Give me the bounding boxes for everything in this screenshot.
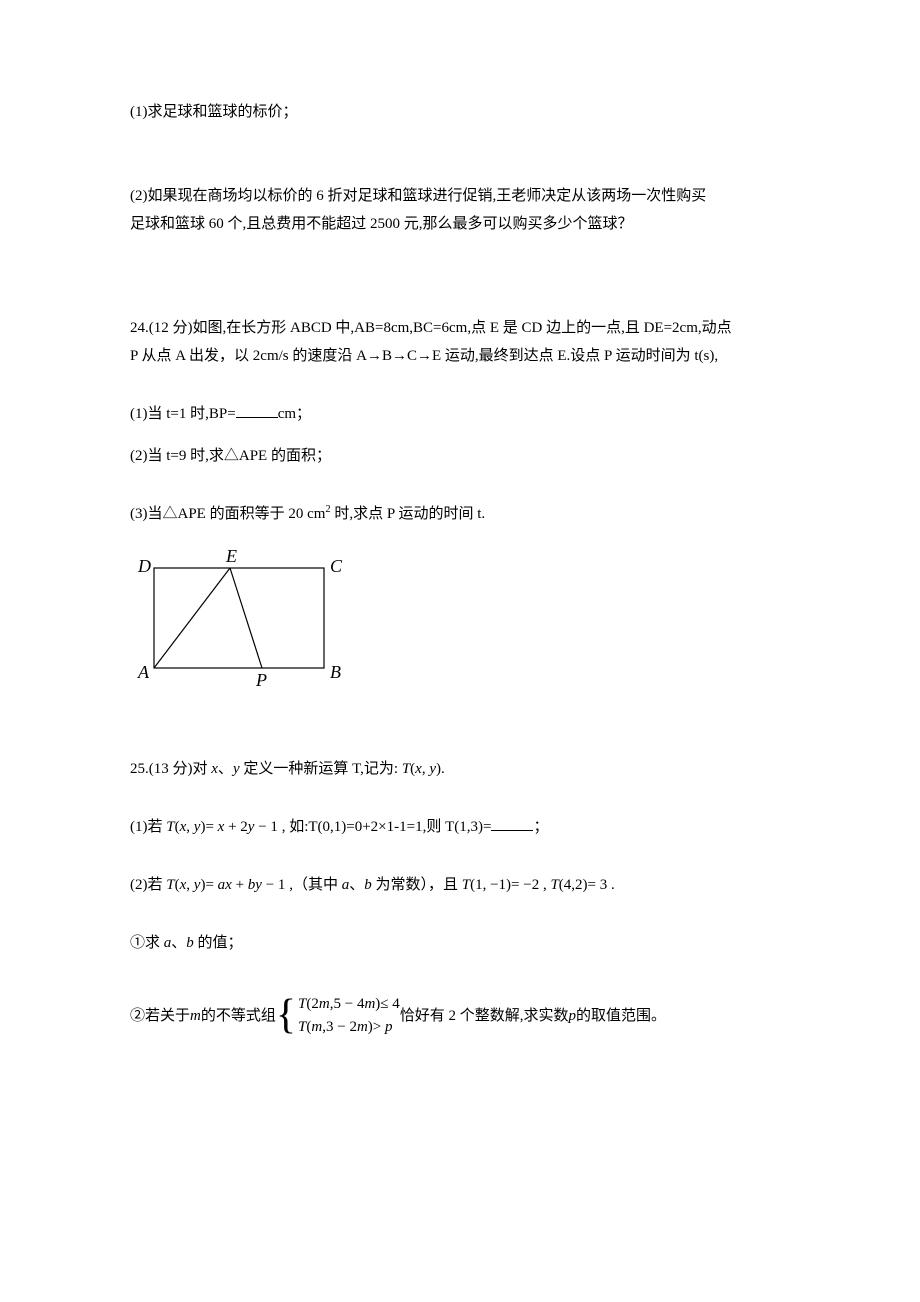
q25-p2-c2: , [539, 877, 550, 893]
q25-p2-condpre: ,（其中 [285, 877, 341, 893]
q25-p2-rx: x [225, 877, 232, 893]
s2l2-p: p [385, 1019, 393, 1035]
q25-p2-t1: T [462, 877, 470, 893]
blank-fill-2 [491, 817, 533, 831]
q24-diagram: D E C A P B [130, 546, 790, 697]
brace-content: T(2m,5 − 4m)≤ 4 T(m,3 − 2m)> p [298, 993, 400, 1038]
q25-stem-xx: x [415, 761, 422, 777]
s2l2-r: > [373, 1019, 385, 1035]
q25-p1-minus: − 1 [254, 819, 277, 835]
q25-p1-comma: , [186, 819, 194, 835]
q25-p1-plus: + 2 [224, 819, 247, 835]
q25-stem-t: T [402, 761, 410, 777]
q25-s1-pre: ①求 [130, 935, 164, 951]
q25-p2-cpost: 为常数），且 [372, 877, 462, 893]
q24-part3-exp: 2 [325, 504, 330, 515]
q24-part1-post: cm； [278, 406, 311, 422]
q25-p1-post: ； [533, 819, 548, 835]
q25-s2-mid: 的不等式组 [201, 1004, 276, 1028]
diagram-label-p: P [255, 670, 267, 690]
q25-stem-mid: 定义一种新运算 T,记为: [240, 761, 402, 777]
diagram-label-d: D [137, 556, 151, 576]
q24-stem-line2: P 从点 A 出发，以 2cm/s 的速度沿 A→B→C→E 运动,最终到达点 … [130, 344, 790, 368]
q25-p1-pre: (1)若 [130, 819, 166, 835]
q25-p2-t2eq: = 3 [588, 877, 608, 893]
q25-stem-sep: 、 [218, 761, 233, 777]
s2l2-m2: m [357, 1019, 368, 1035]
q25-s1-b: b [186, 935, 194, 951]
q25-s2-postp: p [569, 1004, 577, 1028]
s2l1-m2: m [364, 996, 375, 1012]
q24-part3-unit: cm [307, 506, 325, 522]
q25-p2-eq: = [205, 877, 217, 893]
s2l1-a1: 2 [311, 996, 319, 1012]
q24-part3-pre: (3)当△APE 的面积等于 20 [130, 506, 303, 522]
rectangle-diagram-svg: D E C A P B [130, 546, 350, 692]
q25-sub2: ②若关于 m 的不等式组 { T(2m,5 − 4m)≤ 4 T(m,3 − 2… [130, 993, 666, 1038]
q23-part2-line1: (2)如果现在商场均以标价的 6 折对足球和篮球进行促销,王老师决定从该两场一次… [130, 184, 790, 208]
q25-s1-sep: 、 [171, 935, 186, 951]
q25-s2-postend: 的取值范围。 [576, 1004, 666, 1028]
q23-part1: (1)求足球和篮球的标价； [130, 100, 790, 124]
q25-p2-t2args: (4,2) [559, 877, 588, 893]
diagram-line-ep [230, 568, 262, 668]
diagram-line-ae [154, 568, 230, 668]
q25-p2-csep: 、 [349, 877, 364, 893]
q25-p2-plus: + [232, 877, 248, 893]
q25-s2-postpre: 恰好有 2 个整数解,求实数 [400, 1004, 569, 1028]
ineq-line-2: T(m,3 − 2m)> p [298, 1016, 400, 1039]
q25-p2-ry: y [255, 877, 262, 893]
q24-part3: (3)当△APE 的面积等于 20 cm2 时,求点 P 运动的时间 t. [130, 502, 790, 526]
q25-p2-cb: b [364, 877, 372, 893]
q25-p2-minus: − 1 [262, 877, 285, 893]
q25-p2-t2: T [550, 877, 558, 893]
q25-stem: 25.(13 分)对 x、y 定义一种新运算 T,记为: T(x, y). [130, 757, 790, 781]
diagram-rect [154, 568, 324, 668]
q24-part1-pre: (1)当 t=1 时,BP= [130, 406, 236, 422]
q25-s2-pre: ②若关于 [130, 1004, 190, 1028]
diagram-label-c: C [330, 556, 343, 576]
q25-s2-m: m [190, 1004, 201, 1028]
blank-fill [236, 404, 278, 418]
q25-p2-t1eq: = −2 [511, 877, 539, 893]
q23-part2-line2: 足球和篮球 60 个,且总费用不能超过 2500 元,那么最多可以购买多少个篮球… [130, 212, 790, 236]
q25-p2-t1args: (1, −1) [470, 877, 511, 893]
s2l2-m1: m [311, 1019, 322, 1035]
s2l1-r: ≤ 4 [380, 996, 399, 1012]
q25-p1-eq: = [205, 819, 217, 835]
q24-stem-line1: 24.(12 分)如图,在长方形 ABCD 中,AB=8cm,BC=6cm,点 … [130, 316, 790, 340]
q25-p2-comma: , [186, 877, 194, 893]
q25-stem-x: x [211, 761, 218, 777]
s2l1-m1: m [319, 996, 330, 1012]
q25-p2-pre: (2)若 [130, 877, 166, 893]
q25-stem-yy: y [429, 761, 436, 777]
q25-part2: (2)若 T(x, y)= ax + by − 1 ,（其中 a、b 为常数），… [130, 873, 790, 897]
q25-p2-period: . [607, 877, 615, 893]
q24-part3-post: 时,求点 P 运动的时间 t. [334, 506, 485, 522]
q24-part2: (2)当 t=9 时,求△APE 的面积； [130, 444, 790, 468]
q25-sub1: ①求 a、b 的值； [130, 931, 790, 955]
q25-p1-example: , 如:T(0,1)=0+2×1-1=1,则 T(1,3)= [278, 819, 492, 835]
diagram-label-a: A [137, 662, 150, 682]
s2l2-c: ,3 − 2 [322, 1019, 357, 1035]
q25-s1-post: 的值； [194, 935, 243, 951]
ineq-line-1: T(2m,5 − 4m)≤ 4 [298, 993, 400, 1016]
q25-stem-y: y [233, 761, 240, 777]
left-brace-icon: { [276, 997, 296, 1035]
inequality-system: { T(2m,5 − 4m)≤ 4 T(m,3 − 2m)> p [276, 993, 400, 1038]
q25-part1: (1)若 T(x, y)= x + 2y − 1 , 如:T(0,1)=0+2×… [130, 815, 790, 839]
diagram-label-b: B [330, 662, 341, 682]
s2l1-c: ,5 − 4 [330, 996, 365, 1012]
q25-p2-t: T [166, 877, 174, 893]
diagram-label-e: E [225, 546, 237, 566]
q25-stem-period: . [441, 761, 445, 777]
q24-part1: (1)当 t=1 时,BP= cm； [130, 402, 790, 426]
q25-p1-t: T [166, 819, 174, 835]
q25-stem-pre: 25.(13 分)对 [130, 761, 211, 777]
